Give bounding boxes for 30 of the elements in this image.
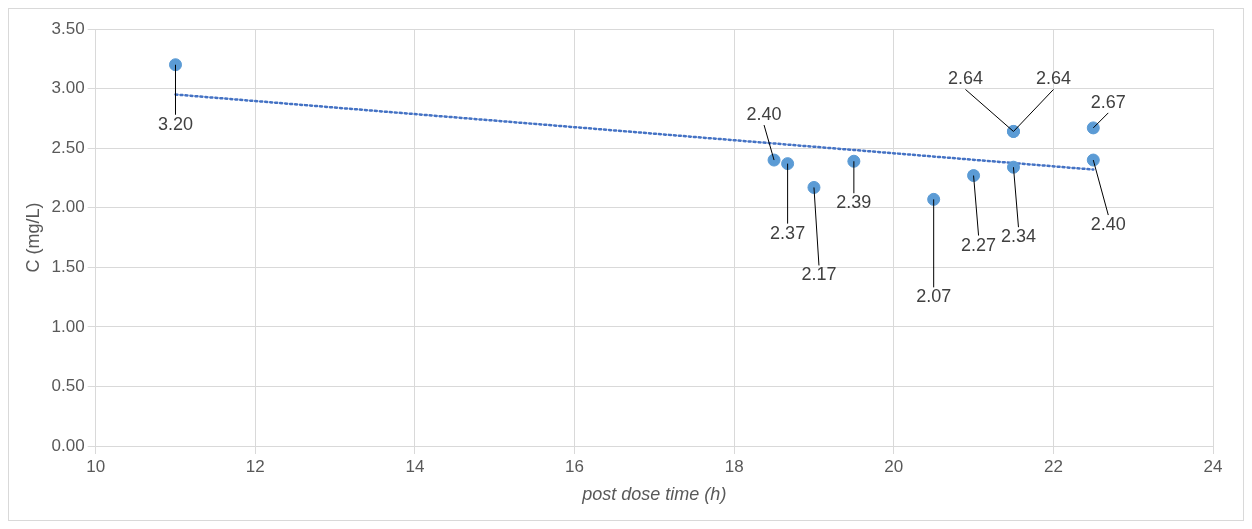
x-tick-label: 22: [1043, 456, 1063, 476]
y-tick-label: 0.50: [51, 376, 85, 396]
y-tick-label: 3.00: [51, 78, 85, 98]
data-label: 2.40: [746, 104, 782, 125]
x-tick-label: 12: [245, 456, 265, 476]
data-label: 2.07: [916, 286, 952, 307]
y-tick-label: 2.50: [51, 137, 85, 157]
x-tick-label: 10: [86, 456, 106, 476]
data-label: 2.64: [947, 68, 983, 89]
data-label: 2.39: [836, 192, 872, 213]
data-label: 2.67: [1090, 91, 1126, 112]
data-label: 2.37: [770, 222, 806, 243]
data-label: 2.17: [801, 264, 837, 285]
data-label: 2.40: [1090, 214, 1126, 235]
x-tick-label: 20: [884, 456, 904, 476]
x-tick-label: 14: [405, 456, 425, 476]
y-tick-label: 3.50: [51, 18, 85, 38]
data-label: 2.34: [1000, 226, 1036, 247]
y-tick-label: 2.00: [51, 197, 85, 217]
y-tick-label: 1.00: [51, 316, 85, 336]
data-label: 2.27: [961, 234, 997, 255]
y-axis-title: C (mg/L): [22, 202, 43, 273]
x-tick-label: 18: [724, 456, 744, 476]
x-tick-label: 16: [565, 456, 584, 476]
data-label: 2.64: [1035, 68, 1071, 89]
x-axis-title: post dose time (h): [581, 484, 727, 505]
x-tick-label: 24: [1203, 456, 1223, 476]
y-tick-label: 1.50: [51, 256, 85, 276]
data-label: 3.20: [157, 113, 194, 134]
y-tick-label: 0.00: [51, 435, 85, 455]
